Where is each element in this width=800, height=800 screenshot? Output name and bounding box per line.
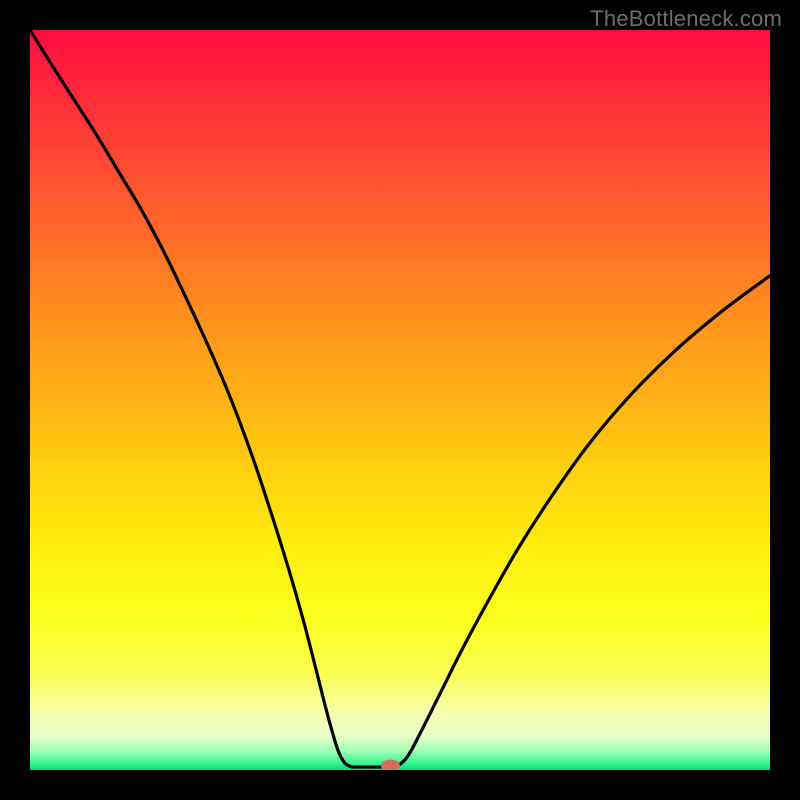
watermark-text: TheBottleneck.com — [590, 6, 782, 32]
plot-area — [30, 30, 770, 770]
optimal-point-marker — [381, 760, 400, 770]
bottleneck-curve — [30, 30, 770, 770]
chart-frame: TheBottleneck.com — [0, 0, 800, 800]
curve-right-branch — [396, 276, 770, 767]
curve-left-branch — [30, 30, 352, 767]
